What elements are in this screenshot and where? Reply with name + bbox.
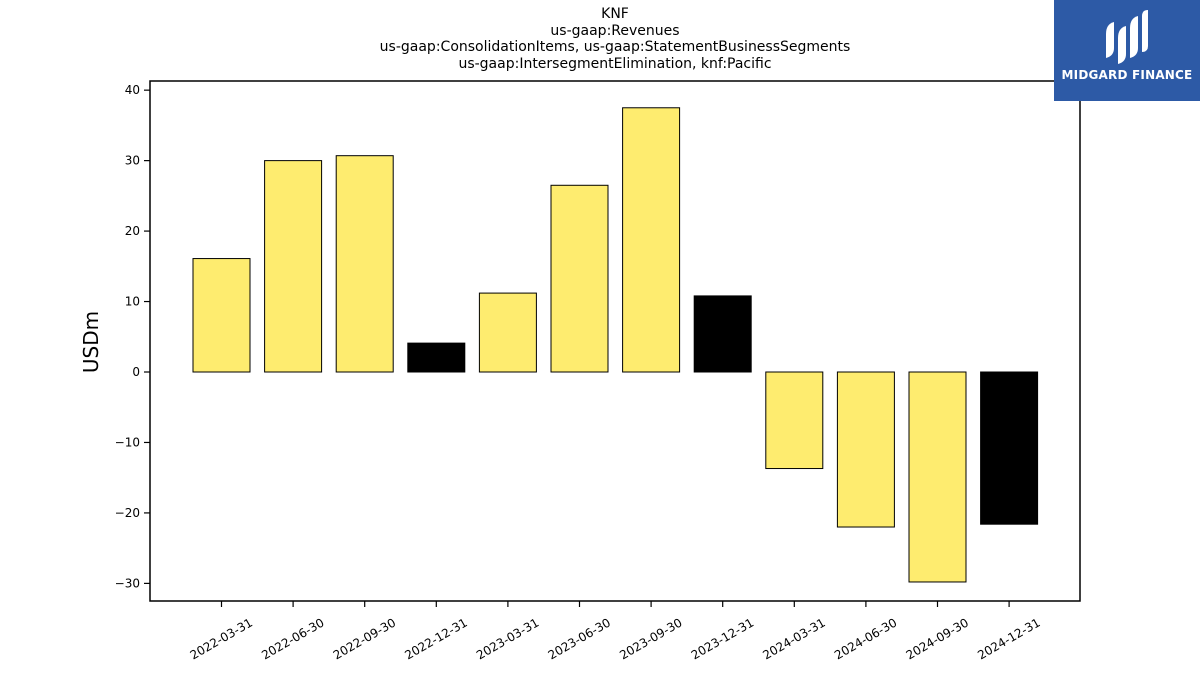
y-tick-label: 20 xyxy=(125,224,140,238)
y-tick-label: 10 xyxy=(125,295,140,309)
bar-2022-03-31 xyxy=(192,258,251,373)
y-axis: −30 −20 −10 0 10 20 30 40 xyxy=(115,83,150,590)
x-tick-label: 2022-12-31 xyxy=(402,615,469,662)
brand-logo: MIDGARD FINANCE xyxy=(1054,0,1200,101)
x-tick-label: 2024-12-31 xyxy=(975,615,1042,662)
plot-frame xyxy=(149,80,1081,602)
x-tick-label: 2023-12-31 xyxy=(689,615,756,662)
bar-2023-03-31 xyxy=(478,292,537,373)
y-axis-label: USDm xyxy=(79,311,103,373)
bar-2022-12-31 xyxy=(407,342,466,373)
y-tick-label: −20 xyxy=(115,506,140,520)
chart-title-line-1: KNF xyxy=(601,6,629,22)
chart-title-line-4: us-gaap:IntersegmentElimination, knf:Pac… xyxy=(458,55,772,72)
bar-2022-06-30 xyxy=(264,160,323,373)
y-tick-label: −30 xyxy=(115,576,140,590)
x-tick-label: 2022-03-31 xyxy=(188,615,255,662)
x-tick-label: 2023-06-30 xyxy=(546,615,613,662)
x-tick-label: 2023-09-30 xyxy=(617,615,684,662)
bar-2024-03-31 xyxy=(765,371,824,470)
y-tick-label: 40 xyxy=(125,83,140,97)
y-tick-label: −10 xyxy=(115,435,140,449)
bar-2024-12-31 xyxy=(980,371,1039,525)
y-tick-label: 30 xyxy=(125,154,140,168)
bar-2024-09-30 xyxy=(908,371,967,583)
x-tick-label: 2024-06-30 xyxy=(832,615,899,662)
bar-2023-06-30 xyxy=(550,184,609,373)
chart-title-line-2: us-gaap:Revenues xyxy=(550,22,680,39)
x-tick-label: 2024-09-30 xyxy=(904,615,971,662)
x-tick-label: 2022-09-30 xyxy=(331,615,398,662)
bar-2022-09-30 xyxy=(335,155,394,373)
bar-2023-09-30 xyxy=(622,107,681,373)
logo-text: MIDGARD FINANCE xyxy=(1061,68,1193,82)
chart-title: KNF us-gaap:Revenues us-gaap:Consolidati… xyxy=(0,6,1200,72)
x-tick-label: 2023-03-31 xyxy=(474,615,541,662)
x-tick-label: 2022-06-30 xyxy=(259,615,326,662)
chart-title-line-3: us-gaap:ConsolidationItems, us-gaap:Stat… xyxy=(379,39,851,55)
bar-2024-06-30 xyxy=(836,371,895,528)
bars-group xyxy=(192,107,1039,583)
y-tick-label: 0 xyxy=(132,365,140,379)
x-tick-label: 2024-03-31 xyxy=(760,615,827,662)
bar-2023-12-31 xyxy=(693,295,752,373)
x-axis: 2022-03-31 2022-06-30 2022-09-30 2022-12-31… xyxy=(188,601,1043,662)
logo-mark-icon xyxy=(1106,10,1148,64)
